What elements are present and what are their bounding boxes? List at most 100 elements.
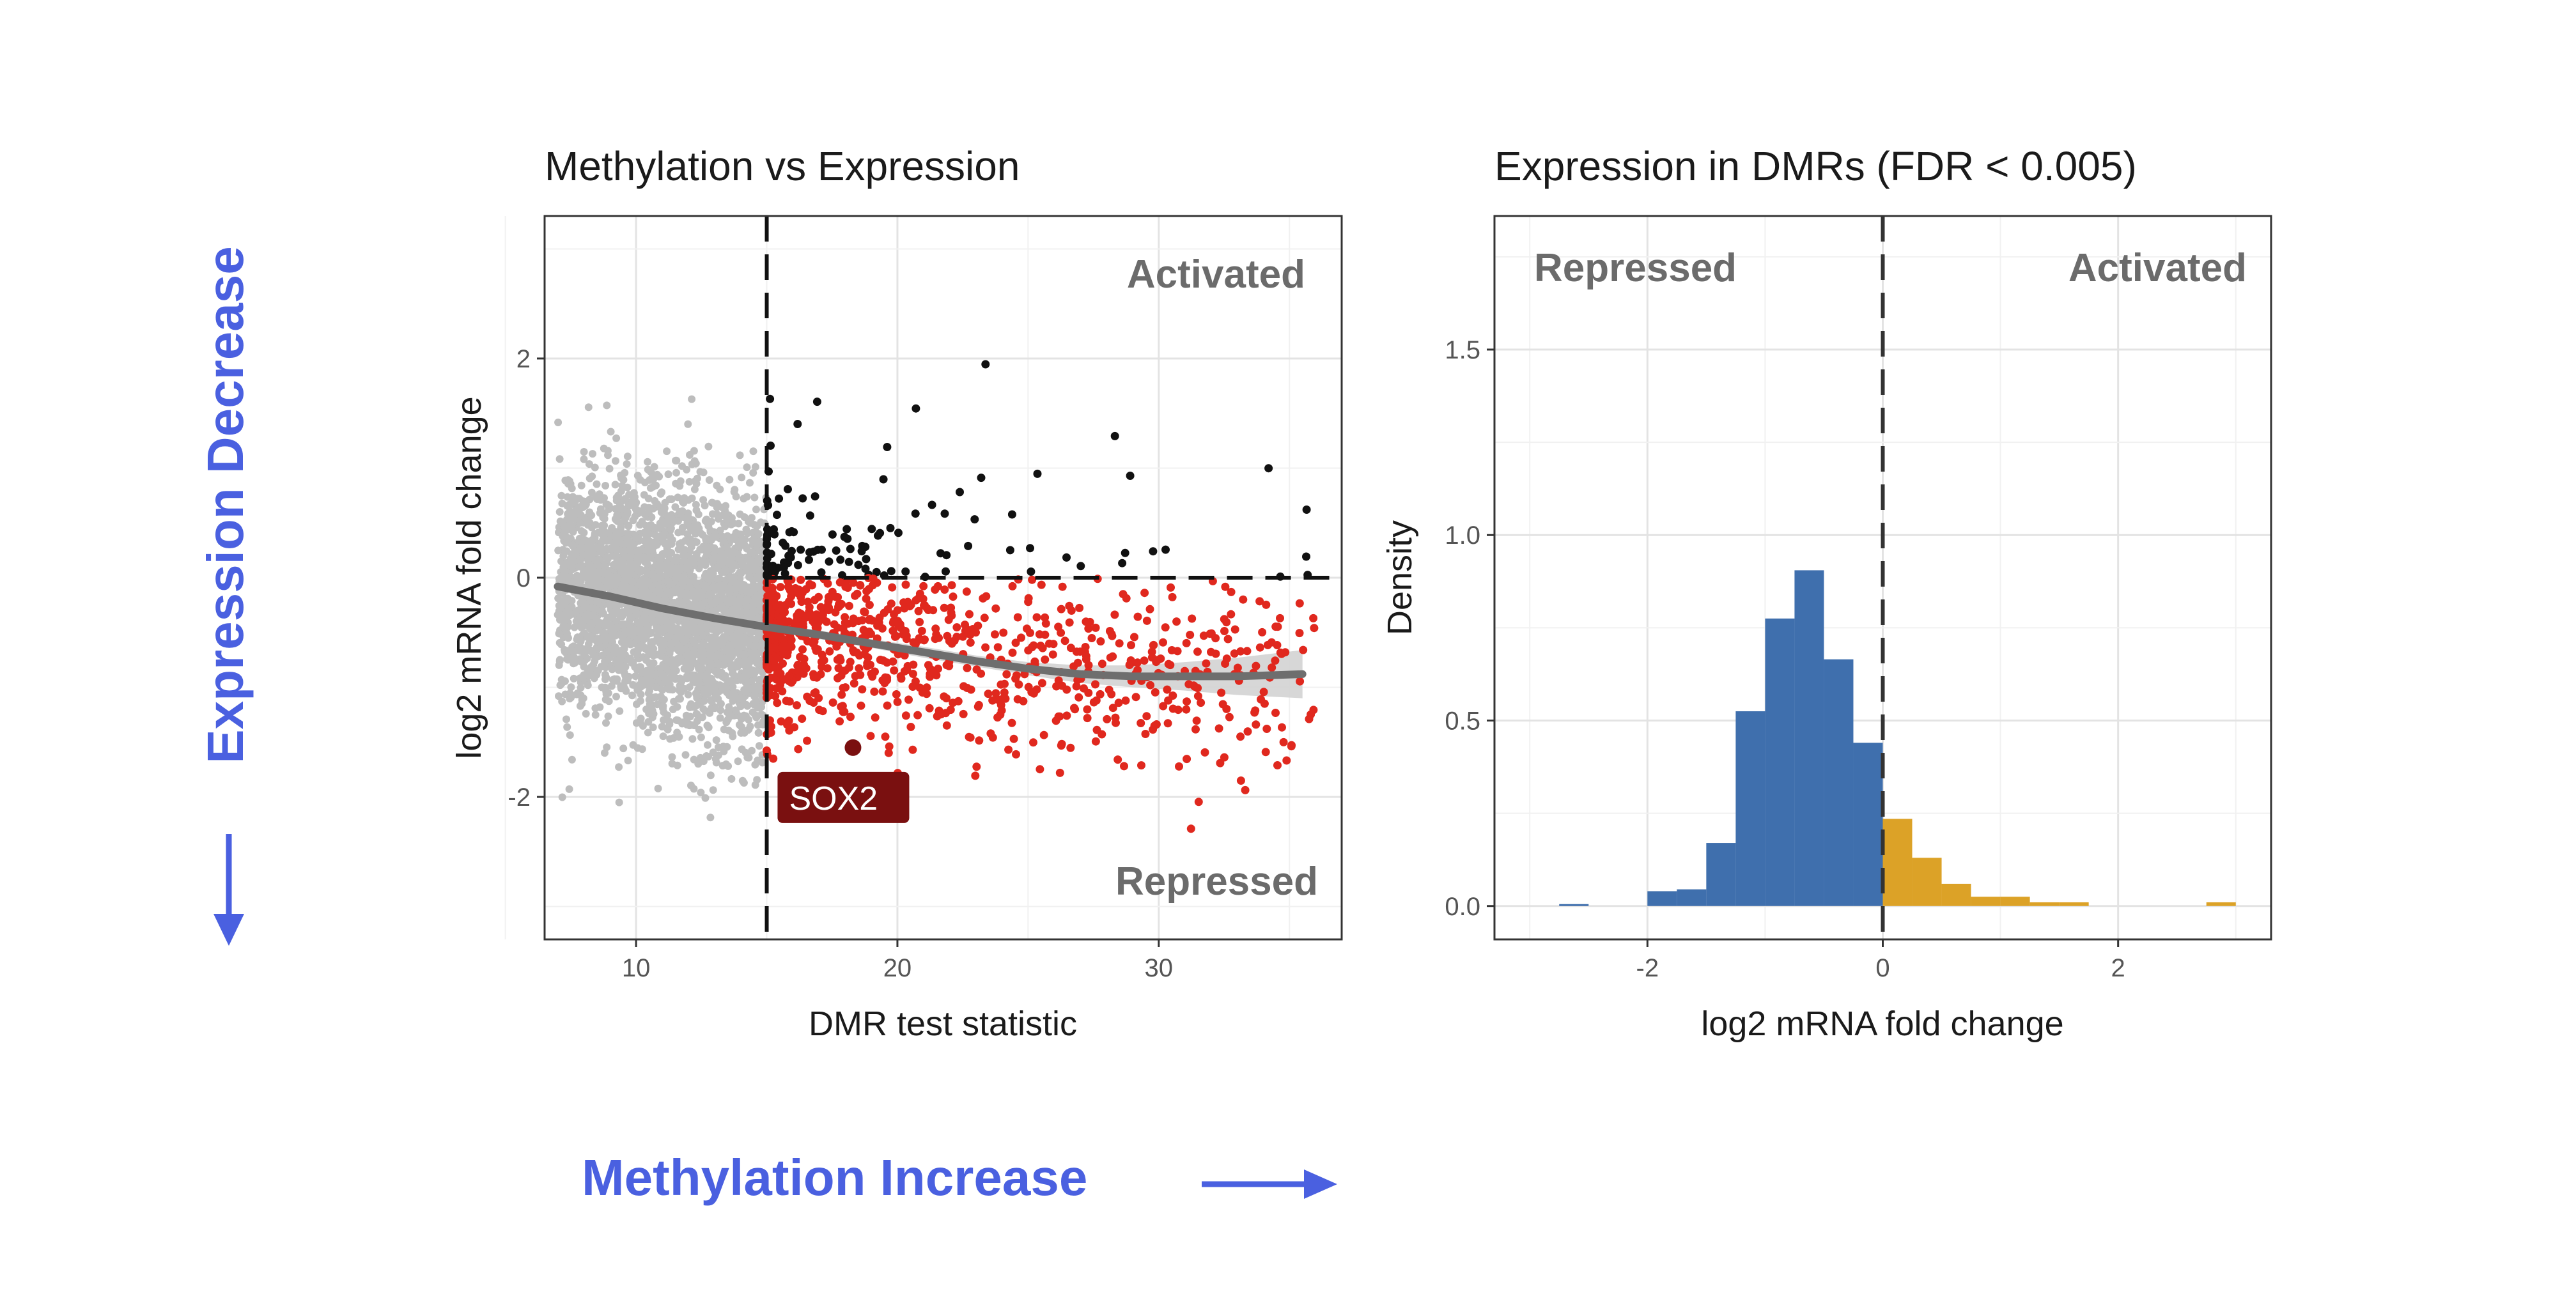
scatter-point	[965, 610, 974, 619]
scatter-point	[684, 509, 692, 518]
scatter-point	[883, 443, 892, 451]
scatter-point	[796, 545, 805, 554]
scatter-point	[1309, 613, 1318, 622]
scatter-point	[1008, 648, 1017, 657]
scatter-point	[834, 664, 843, 672]
scatter-point	[879, 656, 888, 665]
scatter-point	[563, 647, 571, 655]
scatter-point	[656, 589, 665, 598]
scatter-point	[1038, 644, 1047, 652]
scatter-point	[567, 693, 575, 702]
scatter-point	[626, 545, 634, 553]
scatter-point	[890, 666, 899, 675]
scatter-point	[725, 549, 734, 557]
scatter-point	[731, 536, 739, 543]
scatter-point	[809, 698, 818, 707]
scatter-point	[582, 709, 590, 718]
scatter-point	[623, 508, 632, 516]
scatter-point	[699, 468, 708, 477]
scatter-point	[648, 706, 656, 714]
scatter-point	[745, 556, 753, 564]
scatter-point	[1055, 768, 1064, 777]
scatter-point	[621, 571, 629, 580]
scatter-point	[697, 663, 706, 671]
scatter-point	[727, 560, 735, 569]
scatter-point	[962, 587, 971, 596]
scatter-point	[803, 736, 812, 745]
scatter-point	[857, 701, 865, 710]
scatter-point	[584, 681, 592, 690]
scatter-point	[1115, 639, 1124, 648]
scatter-point	[1004, 745, 1013, 754]
scatter-point	[619, 562, 627, 569]
scatter-point	[869, 575, 878, 583]
scatter-point	[558, 697, 566, 706]
scatter-point	[1168, 691, 1177, 700]
scatter-point	[757, 589, 765, 598]
scatter-point	[1005, 546, 1014, 555]
scatter-point	[772, 684, 780, 693]
scatter-point	[1096, 637, 1105, 646]
scatter-point	[590, 605, 598, 613]
scatter-point	[1024, 646, 1033, 655]
histogram-bar	[1559, 904, 1589, 906]
scatter-point	[1273, 622, 1282, 631]
scatter-point	[1112, 718, 1120, 727]
scatter-point	[740, 729, 749, 737]
scatter-point	[1075, 603, 1084, 612]
scatter-point	[608, 544, 616, 553]
scatter-point	[558, 793, 566, 801]
scatter-point	[559, 532, 567, 540]
scatter-point	[607, 428, 615, 436]
scatter-point	[749, 606, 757, 613]
scatter-point	[1150, 721, 1159, 730]
scatter-point	[580, 528, 588, 537]
scatter-point	[588, 550, 596, 559]
scatter-point	[830, 620, 839, 629]
scatter-point	[793, 701, 801, 710]
scatter-point	[624, 757, 632, 765]
scatter-point	[625, 491, 633, 499]
scatter-point	[587, 544, 595, 552]
scatter-point	[701, 794, 710, 802]
scatter-point	[752, 642, 760, 650]
scatter-point	[845, 601, 853, 610]
scatter-point	[717, 547, 725, 555]
scatter-point	[603, 743, 611, 752]
scatter-point	[885, 742, 894, 751]
scatter-point	[700, 651, 708, 658]
scatter-point	[635, 644, 643, 652]
scatter-point	[704, 442, 713, 451]
scatter-point	[849, 578, 858, 587]
scatter-point	[999, 628, 1008, 637]
scatter-point	[922, 683, 931, 692]
scatter-point	[850, 679, 858, 688]
scatter-point	[927, 500, 936, 509]
scatter-point	[626, 501, 635, 509]
histogram-bar	[1765, 618, 1795, 906]
scatter-point	[745, 658, 753, 666]
scatter-point	[980, 613, 989, 622]
scatter-point	[1200, 748, 1209, 757]
scatter-point	[940, 692, 949, 701]
scatter-point	[555, 575, 563, 583]
scatter-point	[811, 688, 820, 697]
scatter-point	[676, 695, 684, 703]
scatter-point	[947, 608, 956, 617]
scatter-point	[692, 538, 701, 546]
scatter-point	[713, 563, 722, 571]
scatter-point	[754, 729, 763, 737]
scatter-point	[723, 516, 731, 524]
scatter-point	[615, 655, 623, 663]
scatter-point	[887, 567, 896, 576]
scatter-point	[593, 670, 600, 679]
scatter-point	[1084, 624, 1093, 633]
scatter-point	[724, 716, 732, 723]
scatter-point	[602, 719, 610, 727]
scatter-point	[807, 581, 816, 590]
scatter-point	[743, 595, 752, 603]
scatter-point	[703, 721, 711, 730]
scatter-point	[1222, 618, 1231, 627]
histogram-bar	[1677, 889, 1707, 906]
scatter-point	[706, 771, 715, 780]
